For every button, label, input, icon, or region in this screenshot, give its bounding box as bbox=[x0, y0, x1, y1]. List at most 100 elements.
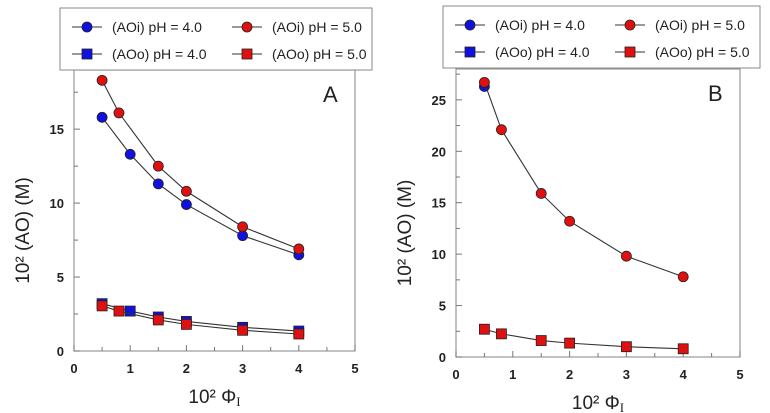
legend-item: (AOo) pH = 5.0 bbox=[232, 46, 367, 62]
y-tick-label: 0 bbox=[439, 350, 446, 365]
series-1 bbox=[478, 76, 689, 283]
panel-label: B bbox=[708, 81, 723, 106]
series-3 bbox=[96, 300, 305, 340]
legend-marker bbox=[624, 19, 636, 31]
data-point bbox=[621, 250, 632, 262]
y-tick-label: 0 bbox=[57, 344, 64, 359]
legend-box bbox=[442, 5, 761, 69]
x-tick-label: 4 bbox=[680, 367, 688, 382]
data-point bbox=[113, 305, 125, 317]
y-tick-label: 15 bbox=[432, 196, 446, 211]
legend-item: (AOo) pH = 4.0 bbox=[72, 46, 207, 62]
legend-label: (AOo) pH = 4.0 bbox=[495, 44, 590, 60]
x-tick-label: 1 bbox=[509, 367, 516, 382]
y-tick-label: 5 bbox=[57, 270, 64, 285]
data-point bbox=[96, 74, 108, 86]
legend-marker bbox=[464, 19, 476, 31]
y-tick-label: 10 bbox=[50, 196, 64, 211]
series-line bbox=[483, 82, 684, 278]
legend-item: (AOo) pH = 4.0 bbox=[455, 44, 590, 60]
y-tick-label: 20 bbox=[432, 144, 446, 159]
x-tick-label: 2 bbox=[183, 361, 190, 376]
plot-frame bbox=[455, 68, 741, 358]
series-line bbox=[101, 80, 300, 250]
data-point bbox=[96, 300, 108, 312]
series-1 bbox=[96, 74, 305, 255]
legend-label: (AOi) pH = 4.0 bbox=[495, 17, 585, 33]
data-point bbox=[152, 178, 164, 190]
x-tick-label: 0 bbox=[452, 367, 459, 382]
panel-A: 0 1 2 3 4 5 0 5 10 15 10² ΦI 10² (AO) (M) A bbox=[13, 69, 359, 409]
x-axis-label: 10² ΦI bbox=[188, 387, 240, 409]
x-tick-label: 2 bbox=[566, 367, 573, 382]
x-tick-label: 5 bbox=[351, 361, 358, 376]
panel-label: A bbox=[323, 82, 338, 107]
data-point bbox=[677, 343, 689, 355]
y-tick-label: 10 bbox=[432, 247, 446, 262]
legend-marker bbox=[464, 46, 476, 58]
data-point bbox=[535, 335, 547, 346]
data-point bbox=[293, 328, 305, 340]
data-point bbox=[564, 337, 575, 349]
legend-item: (AOi) pH = 4.0 bbox=[72, 19, 202, 35]
y-axis-label: 10² (AO) (M) bbox=[13, 177, 34, 284]
series-2 bbox=[96, 298, 305, 337]
y-tick-label: 15 bbox=[50, 122, 64, 137]
data-point bbox=[124, 305, 136, 317]
data-point bbox=[478, 76, 490, 88]
x-tick-label: 3 bbox=[623, 367, 630, 382]
data-point bbox=[293, 243, 305, 255]
y-tick-label: 25 bbox=[432, 93, 446, 108]
legend-box bbox=[59, 7, 373, 71]
legend-label: (AOi) pH = 5.0 bbox=[655, 17, 745, 33]
legend-marker bbox=[241, 21, 253, 33]
x-tick-label: 1 bbox=[127, 361, 134, 376]
x-tick-label: 4 bbox=[295, 361, 303, 376]
legend-item: (AOo) pH = 5.0 bbox=[615, 44, 750, 60]
panel-B: 0 1 2 3 4 5 0 5 10 15 20 25 10² ΦI 10² (AO) (M) B bbox=[395, 68, 744, 413]
x-tick-label: 0 bbox=[70, 361, 77, 376]
data-point bbox=[113, 107, 125, 119]
legend-marker bbox=[624, 46, 636, 58]
legend-label: (AOo) pH = 4.0 bbox=[112, 46, 207, 62]
series-line bbox=[484, 328, 684, 350]
x-tick-label: 5 bbox=[736, 367, 743, 382]
data-point bbox=[237, 324, 249, 336]
legend-item: (AOi) pH = 5.0 bbox=[615, 17, 745, 33]
y-tick-label: 5 bbox=[439, 299, 446, 314]
legend-label: (AOo) pH = 5.0 bbox=[272, 46, 367, 62]
data-point bbox=[237, 221, 249, 233]
series-0 bbox=[96, 111, 305, 261]
legend-item: (AOi) pH = 5.0 bbox=[232, 19, 362, 35]
legend-item: (AOi) pH = 4.0 bbox=[455, 17, 585, 33]
data-point bbox=[677, 271, 689, 283]
legend-marker bbox=[241, 48, 253, 60]
legend: (AOi) pH = 4.0 (AOi) pH = 5.0 (AOo) pH = 4… bbox=[442, 5, 761, 69]
legend-label: (AOo) pH = 5.0 bbox=[655, 44, 750, 60]
data-point bbox=[152, 314, 164, 326]
data-point bbox=[496, 328, 507, 340]
legend: (AOi) pH = 4.0 (AOi) pH = 5.0 (AOo) pH = 4… bbox=[59, 7, 373, 71]
x-tick-label: 3 bbox=[239, 361, 246, 376]
x-axis-label: 10² ΦI bbox=[572, 393, 624, 413]
series-3 bbox=[478, 323, 689, 355]
data-point bbox=[496, 124, 507, 136]
data-point bbox=[180, 199, 192, 210]
data-point bbox=[152, 160, 164, 172]
legend-label: (AOi) pH = 5.0 bbox=[272, 19, 362, 35]
y-axis-label: 10² (AO) (M) bbox=[395, 180, 416, 287]
data-point bbox=[180, 318, 192, 330]
data-point bbox=[124, 148, 136, 160]
data-point bbox=[96, 111, 108, 123]
data-point bbox=[621, 341, 632, 353]
data-point bbox=[180, 185, 192, 197]
data-point bbox=[564, 215, 575, 227]
series-line bbox=[101, 116, 299, 256]
legend-label: (AOi) pH = 4.0 bbox=[112, 19, 202, 35]
data-point bbox=[535, 188, 547, 199]
data-point bbox=[478, 323, 490, 335]
legend-marker bbox=[81, 21, 93, 33]
legend-marker bbox=[81, 48, 93, 60]
